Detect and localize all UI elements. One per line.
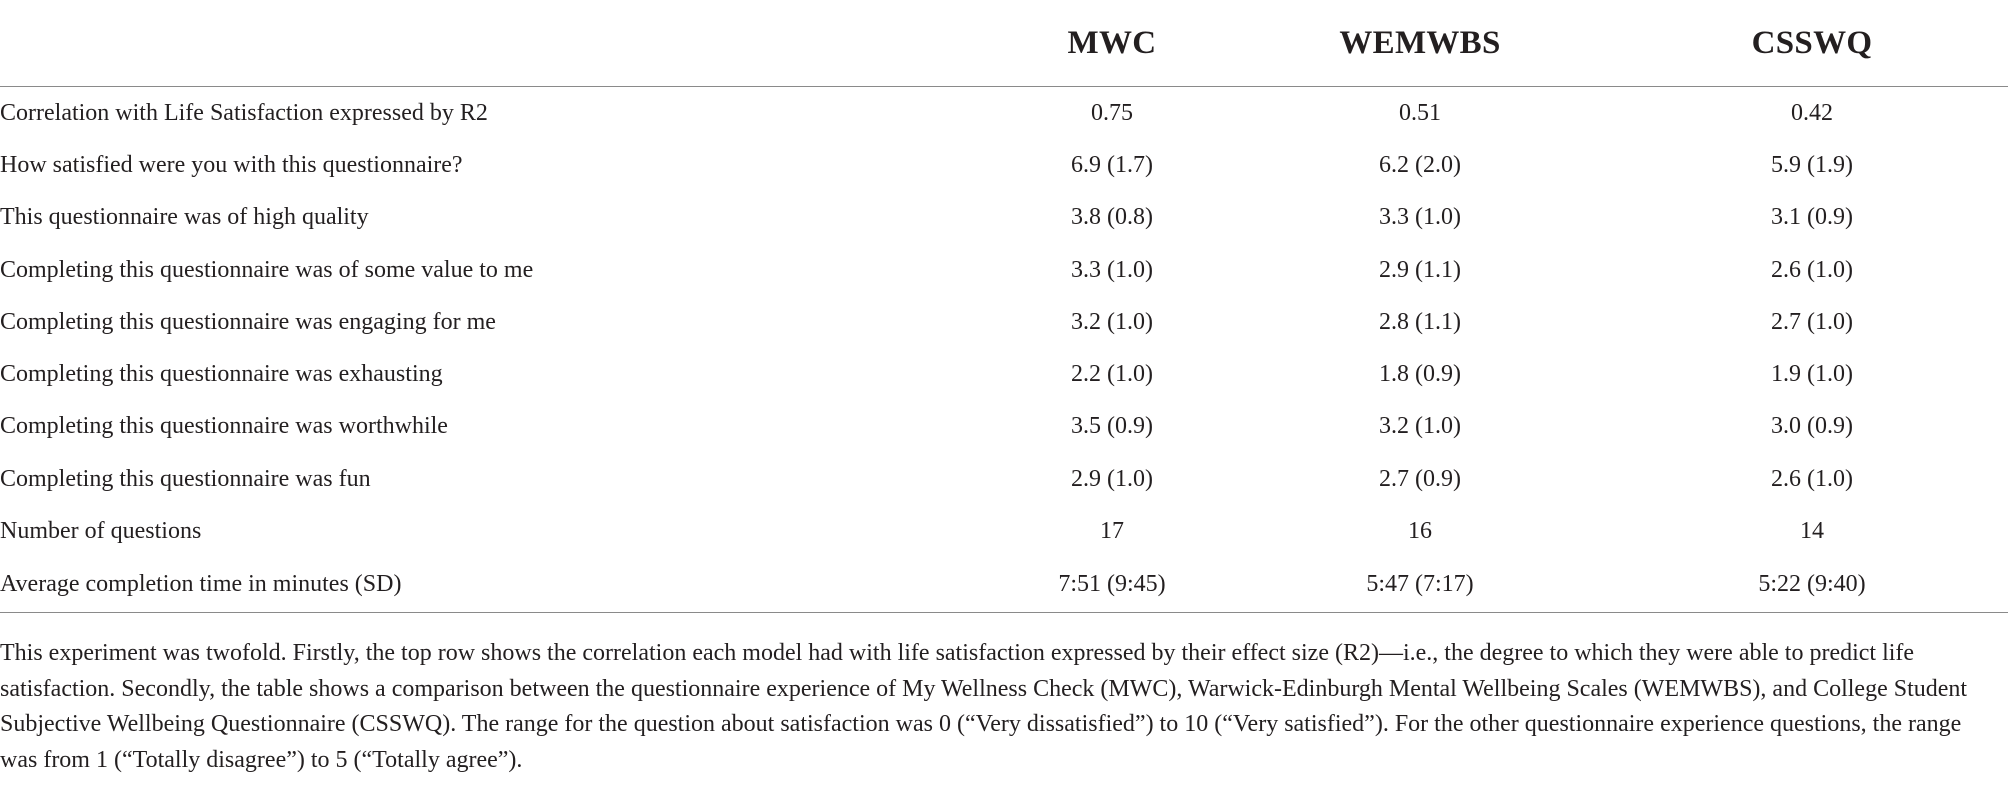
- table-row: Completing this questionnaire was worthw…: [0, 401, 2008, 453]
- results-table: MWC WEMWBS CSSWQ Correlation with Life S…: [0, 0, 2008, 613]
- header-csswq: CSSWQ: [1616, 0, 2008, 87]
- table-row: Completing this questionnaire was of som…: [0, 244, 2008, 296]
- cell-mwc: 2.9 (1.0): [1071, 465, 1153, 492]
- row-label: Average completion time in minutes (SD): [0, 557, 1000, 613]
- cell-wemwbs: 0.51: [1399, 99, 1441, 126]
- table-row: This questionnaire was of high quality 3.…: [0, 192, 2008, 244]
- cell-csswq: 3.0 (0.9): [1771, 413, 1853, 440]
- cell-mwc: 3.3 (1.0): [1071, 256, 1153, 283]
- table-row: Correlation with Life Satisfaction expre…: [0, 87, 2008, 140]
- cell-mwc: 0.75: [1091, 99, 1133, 126]
- row-label: Number of questions: [0, 518, 202, 545]
- cell-mwc: 3.2 (1.0): [1071, 308, 1153, 335]
- cell-mwc: 2.2 (1.0): [1071, 361, 1153, 388]
- cell-mwc: 7:51 (9:45): [1000, 557, 1224, 613]
- row-label: Completing this questionnaire was exhaus…: [0, 361, 443, 388]
- cell-mwc: 3.5 (0.9): [1071, 413, 1153, 440]
- cell-wemwbs: 3.3 (1.0): [1379, 204, 1461, 231]
- cell-csswq: 0.42: [1791, 99, 1833, 126]
- cell-wemwbs: 16: [1408, 518, 1432, 545]
- cell-wemwbs: 5:47 (7:17): [1224, 557, 1616, 613]
- cell-csswq: 1.9 (1.0): [1771, 361, 1853, 388]
- cell-mwc: 3.8 (0.8): [1071, 204, 1153, 231]
- row-label: Correlation with Life Satisfaction expre…: [0, 99, 488, 126]
- cell-csswq: 14: [1800, 518, 1824, 545]
- row-label: Completing this questionnaire was engagi…: [0, 308, 496, 335]
- cell-csswq: 5.9 (1.9): [1771, 151, 1853, 178]
- cell-wemwbs: 2.8 (1.1): [1379, 308, 1461, 335]
- table-row: How satisfied were you with this questio…: [0, 139, 2008, 191]
- table-row: Completing this questionnaire was engagi…: [0, 296, 2008, 348]
- cell-wemwbs: 2.9 (1.1): [1379, 256, 1461, 283]
- cell-csswq: 3.1 (0.9): [1771, 204, 1853, 231]
- header-mwc: MWC: [1000, 0, 1224, 87]
- cell-csswq: 2.6 (1.0): [1771, 256, 1853, 283]
- cell-csswq: 2.6 (1.0): [1771, 465, 1853, 492]
- row-label: Completing this questionnaire was of som…: [0, 256, 534, 283]
- row-label: Completing this questionnaire was fun: [0, 465, 371, 492]
- cell-mwc: 6.9 (1.7): [1071, 151, 1153, 178]
- table-row: Average completion time in minutes (SD) 7…: [0, 557, 2008, 613]
- table-body: Correlation with Life Satisfaction expre…: [0, 87, 2008, 613]
- cell-csswq: 5:22 (9:40): [1616, 557, 2008, 613]
- header-row: MWC WEMWBS CSSWQ: [0, 0, 2008, 87]
- cell-mwc: 17: [1100, 518, 1124, 545]
- table-footnote: This experiment was twofold. Firstly, th…: [0, 640, 1968, 773]
- cell-wemwbs: 3.2 (1.0): [1379, 413, 1461, 440]
- row-label: How satisfied were you with this questio…: [0, 151, 463, 178]
- table-row: Number of questions 17 16 14: [0, 505, 2008, 557]
- table-row: Completing this questionnaire was exhaus…: [0, 348, 2008, 400]
- table-row: Completing this questionnaire was fun 2.9…: [0, 453, 2008, 505]
- header-wemwbs: WEMWBS: [1224, 0, 1616, 87]
- results-table-container: MWC WEMWBS CSSWQ Correlation with Life S…: [0, 0, 2008, 613]
- cell-wemwbs: 6.2 (2.0): [1379, 151, 1461, 178]
- row-label: This questionnaire was of high quality: [0, 204, 369, 231]
- table-header: MWC WEMWBS CSSWQ: [0, 0, 2008, 87]
- cell-wemwbs: 1.8 (0.9): [1379, 361, 1461, 388]
- row-label: Completing this questionnaire was worthw…: [0, 413, 448, 440]
- header-label-column: [0, 0, 1000, 87]
- cell-wemwbs: 2.7 (0.9): [1379, 465, 1461, 492]
- cell-csswq: 2.7 (1.0): [1771, 308, 1853, 335]
